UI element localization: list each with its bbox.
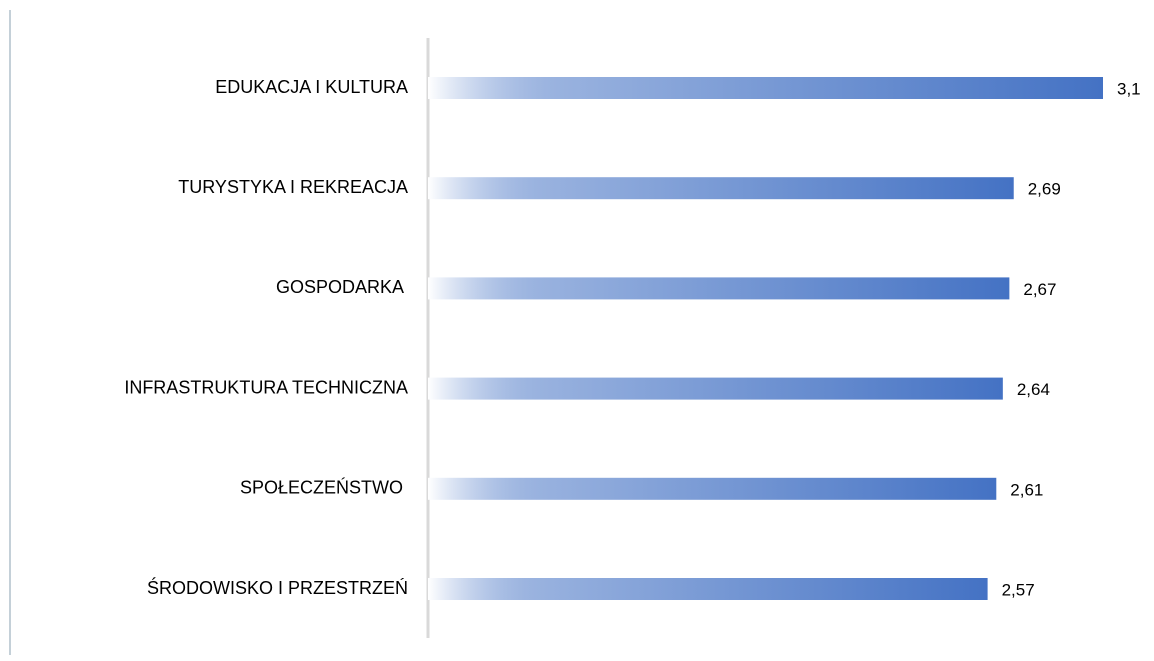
bar [428,177,1014,200]
bar [428,578,988,600]
value-label: 2,61 [1010,480,1043,499]
bar [428,477,997,500]
category-label: INFRASTRUKTURA TECHNICZNA [124,377,408,397]
value-label: 2,67 [1023,280,1056,299]
value-label: 3,1 [1117,79,1141,98]
value-label: 2,64 [1017,380,1050,399]
bar [428,277,1010,300]
category-label: TURYSTYKA I REKREACJA [178,177,408,197]
bar [428,77,1103,99]
category-label: EDUKACJA I KULTURA [215,77,408,97]
value-label: 2,57 [1002,580,1035,599]
value-label: 2,69 [1028,180,1061,199]
category-label: SPOŁECZEŃSTWO [240,478,408,498]
category-label: ŚRODOWISKO I PRZESTRZEŃ [147,577,408,598]
category-label: GOSPODARKA [276,277,408,297]
bar [428,377,1003,400]
